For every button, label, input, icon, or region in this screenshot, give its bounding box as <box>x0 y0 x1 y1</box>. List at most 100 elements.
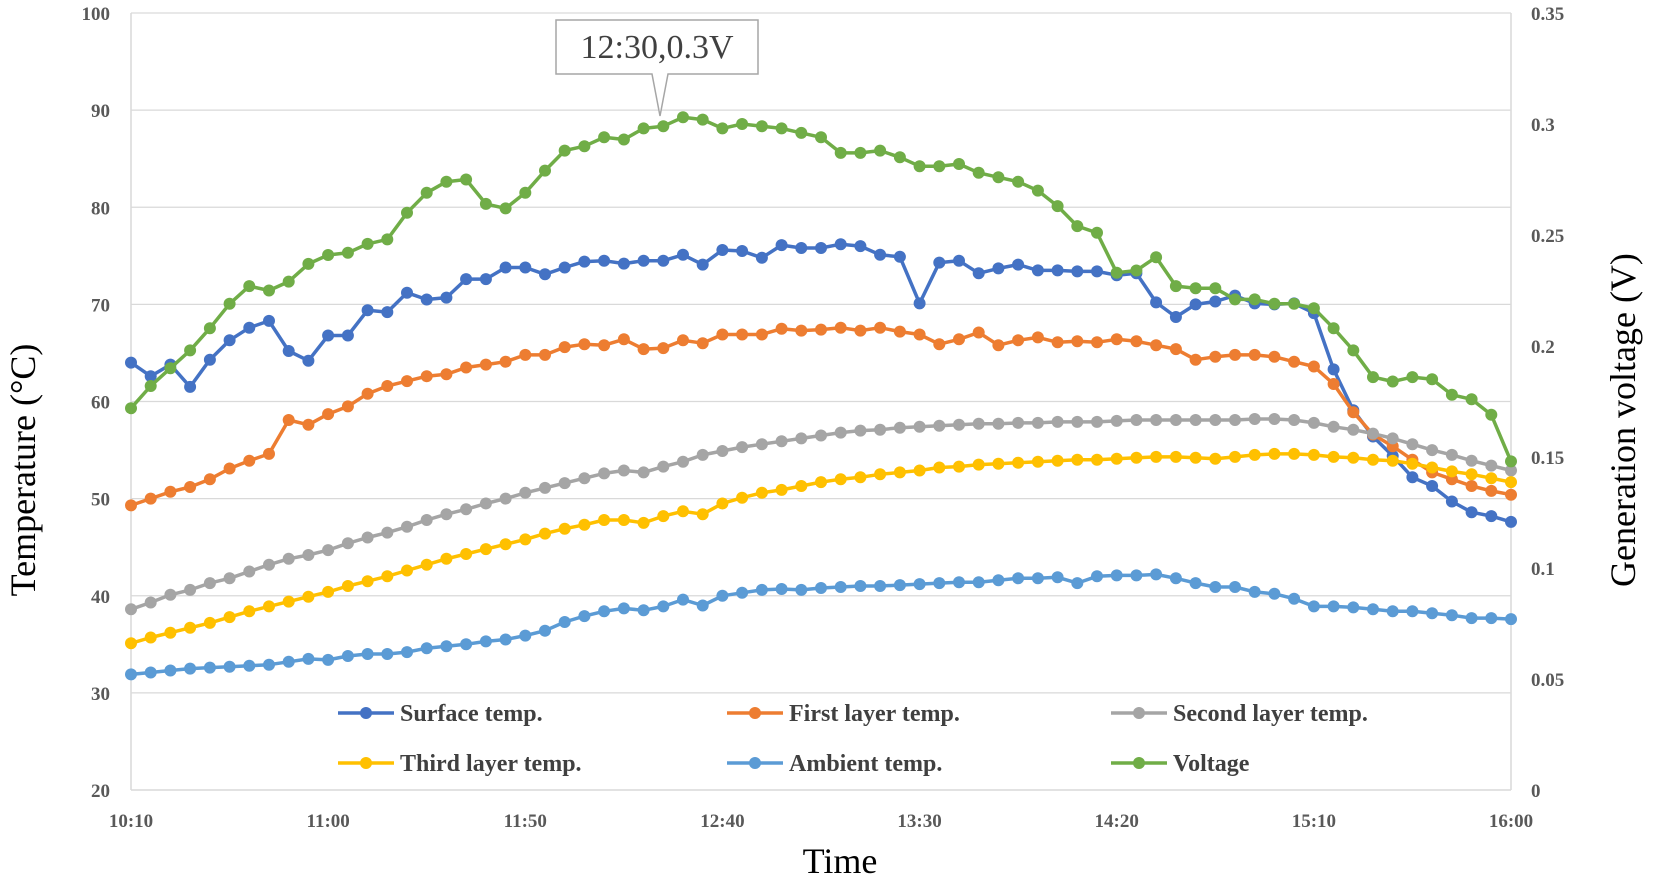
data-point <box>460 273 473 286</box>
data-point <box>539 268 551 281</box>
y-tick-label-right: 0.3 <box>1531 115 1555 136</box>
data-point <box>1327 600 1340 613</box>
data-point <box>203 322 216 335</box>
legend-label: Surface temp. <box>400 701 543 727</box>
data-point <box>1012 334 1025 347</box>
data-point <box>992 171 1005 184</box>
data-point <box>558 522 571 535</box>
series-second-layer-temp <box>125 413 1517 616</box>
data-point <box>1051 264 1064 277</box>
data-point <box>1248 413 1261 425</box>
data-point <box>164 588 177 601</box>
x-tick-label: 13:30 <box>897 811 941 832</box>
data-point <box>874 580 887 592</box>
data-point <box>755 328 768 341</box>
data-point <box>677 505 689 518</box>
data-point <box>637 122 650 135</box>
legend-swatch-marker <box>749 757 761 769</box>
data-point <box>1465 468 1478 481</box>
data-point <box>440 552 453 565</box>
data-point <box>263 658 275 671</box>
data-point <box>953 158 965 170</box>
data-point <box>696 448 709 461</box>
data-point <box>1268 447 1281 460</box>
data-point <box>519 486 532 499</box>
data-point <box>1347 406 1360 419</box>
y-tick-label-left: 30 <box>91 684 110 705</box>
data-point <box>1169 450 1182 463</box>
legend-swatch-marker <box>360 707 372 719</box>
annotation-callout: 12:30,0.3V <box>555 19 759 117</box>
tick-labels: 20 30 40 50 60 70 80 90 100 0 0.05 0.1 0.15 0.2 0.25 0.… <box>82 4 1565 832</box>
data-point <box>1012 175 1025 188</box>
data-point <box>381 570 394 583</box>
data-point <box>1150 296 1163 309</box>
data-point <box>144 666 157 679</box>
data-point <box>834 238 847 251</box>
data-point <box>834 146 847 159</box>
data-point <box>401 206 413 219</box>
data-point <box>519 261 532 274</box>
data-point <box>933 577 946 590</box>
x-tick-label: 12:40 <box>700 811 744 832</box>
data-point <box>1288 414 1301 426</box>
data-point <box>558 477 571 490</box>
data-point <box>795 432 808 445</box>
legend-item: Ambient temp. <box>727 751 942 777</box>
data-point <box>992 457 1005 470</box>
y-tick-label-right: 0.05 <box>1531 670 1564 691</box>
data-point <box>637 343 650 356</box>
series-layer <box>125 111 1517 681</box>
data-point <box>874 468 887 481</box>
data-point <box>499 492 512 505</box>
data-point <box>1189 577 1202 590</box>
data-point <box>539 164 551 177</box>
data-point <box>617 514 630 526</box>
series-line <box>130 417 1512 611</box>
data-point <box>1110 414 1123 427</box>
data-point <box>893 579 906 592</box>
data-point <box>598 514 611 526</box>
y-tick-label-left: 60 <box>91 393 110 414</box>
data-point <box>755 120 768 133</box>
data-point <box>854 240 867 253</box>
x-tick-label: 10:10 <box>109 811 153 832</box>
data-point <box>243 565 256 578</box>
data-point <box>1130 414 1143 426</box>
x-tick-label: 15:10 <box>1292 811 1336 832</box>
data-point <box>736 491 749 504</box>
data-point <box>302 590 315 603</box>
data-point <box>420 514 433 526</box>
data-point <box>736 328 749 341</box>
data-point <box>578 338 591 351</box>
data-point <box>1485 484 1498 497</box>
data-point <box>322 544 335 557</box>
data-point <box>1071 415 1084 428</box>
legend-label: First layer temp. <box>789 701 960 727</box>
data-point <box>755 486 768 499</box>
data-point <box>282 655 295 668</box>
data-point <box>1485 612 1498 625</box>
data-point <box>972 267 985 280</box>
data-point <box>203 616 216 629</box>
data-point <box>1169 414 1182 426</box>
y-tick-label-right: 0 <box>1531 781 1541 802</box>
data-point <box>775 122 788 135</box>
data-point <box>203 577 216 590</box>
data-point <box>1505 464 1517 477</box>
data-point <box>479 497 492 510</box>
data-point <box>775 583 788 595</box>
data-point <box>1169 280 1182 293</box>
data-point <box>1465 454 1478 467</box>
data-point <box>282 595 295 608</box>
data-point <box>854 424 867 437</box>
data-point <box>736 118 749 130</box>
data-point <box>184 380 197 393</box>
data-point <box>716 497 729 510</box>
data-point <box>322 249 335 261</box>
data-point <box>598 467 611 480</box>
data-point <box>1347 344 1360 357</box>
data-point <box>361 304 374 317</box>
data-point <box>1169 343 1182 356</box>
data-point <box>1367 453 1379 466</box>
